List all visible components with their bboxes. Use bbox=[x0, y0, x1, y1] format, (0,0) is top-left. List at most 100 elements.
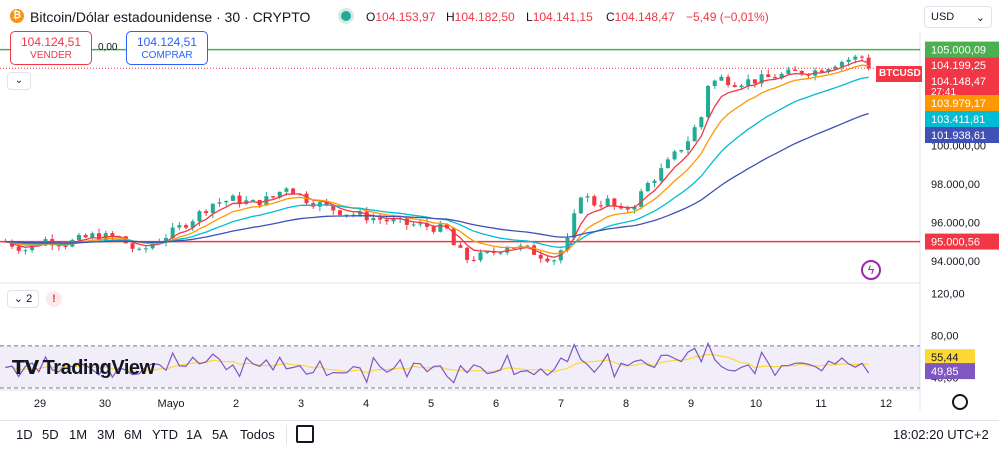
ohlc-high: H104.182,50 bbox=[446, 10, 515, 24]
timeframe-5d[interactable]: 5D bbox=[42, 427, 59, 442]
sell-button[interactable]: 104.124,51 VENDER bbox=[10, 31, 92, 65]
warning-icon[interactable]: ! bbox=[46, 291, 62, 307]
price-axis-tick: 96.000,00 bbox=[931, 217, 980, 229]
rsi-axis-tick: 80,00 bbox=[931, 330, 959, 342]
candle-body bbox=[331, 204, 336, 211]
time-axis-tick: 30 bbox=[99, 398, 111, 410]
indicator-toggle-button[interactable]: ⌄ 2 bbox=[7, 290, 39, 308]
symbol-title[interactable]: Bitcoin/Dólar estadounidense · 30 · CRYP… bbox=[30, 9, 311, 25]
candle-body bbox=[431, 226, 436, 232]
candle-body bbox=[137, 248, 142, 250]
price-axis-tick: 98.000,00 bbox=[931, 179, 980, 191]
clock[interactable]: 18:02:20 UTC+2 bbox=[893, 427, 989, 442]
ohlc-open: O104.153,97 bbox=[366, 10, 436, 24]
candle-body bbox=[56, 245, 61, 247]
candle-body bbox=[585, 196, 590, 198]
price-tag-label: 104.148,47 bbox=[931, 76, 986, 88]
timeframe-1m[interactable]: 1M bbox=[69, 427, 88, 442]
candle-body bbox=[706, 85, 711, 118]
candle-body bbox=[184, 225, 189, 228]
price-tag-label: 103.979,17 bbox=[931, 98, 986, 110]
timeframe-1a[interactable]: 1A bbox=[186, 427, 202, 442]
candle-body bbox=[284, 188, 289, 192]
candle-body bbox=[163, 238, 168, 243]
timeframe-todos[interactable]: Todos bbox=[240, 427, 275, 442]
currency-button[interactable]: USD ⌄ bbox=[924, 6, 992, 28]
candle-body bbox=[598, 205, 603, 207]
currency-label: USD bbox=[931, 11, 955, 23]
buy-button[interactable]: 104.124,51 COMPRAR bbox=[126, 31, 208, 65]
calendar-goto-icon[interactable] bbox=[296, 425, 314, 443]
logo-text: TradingView bbox=[42, 357, 155, 379]
collapse-legend-button[interactable]: ⌄ bbox=[7, 72, 31, 90]
time-axis-tick: 10 bbox=[750, 398, 762, 410]
candle-body bbox=[692, 127, 697, 142]
timeframe-ytd[interactable]: YTD bbox=[152, 427, 178, 442]
candle-body bbox=[97, 233, 102, 241]
flash-icon[interactable]: ϟ bbox=[861, 260, 881, 280]
candle-body bbox=[478, 252, 483, 261]
candle-body bbox=[30, 244, 35, 251]
candle-body bbox=[672, 151, 677, 160]
candle-body bbox=[344, 214, 349, 216]
candle-body bbox=[679, 149, 684, 152]
ohlc-change: −5,49 (−0,01%) bbox=[686, 10, 769, 24]
timeframe-5a[interactable]: 5A bbox=[212, 427, 228, 442]
candle-body bbox=[712, 80, 717, 86]
candle-body bbox=[846, 59, 851, 62]
time-axis-tick: 5 bbox=[428, 398, 434, 410]
spread-value: 0,00 bbox=[98, 42, 118, 53]
candle-body bbox=[371, 217, 376, 221]
timeframe-6m[interactable]: 6M bbox=[124, 427, 143, 442]
candle-body bbox=[786, 69, 791, 74]
tradingview-logo[interactable]: 𝗧𝗩 TradingView bbox=[12, 357, 155, 380]
candle-body bbox=[833, 66, 838, 70]
candle-body bbox=[652, 180, 657, 183]
candle-body bbox=[130, 243, 135, 249]
candle-body bbox=[337, 210, 342, 215]
candle-body bbox=[230, 195, 235, 201]
tv-mark-icon: 𝗧𝗩 bbox=[12, 358, 39, 379]
countdown-label: 27:41 bbox=[931, 87, 956, 98]
bitcoin-logo-icon: ₿ bbox=[10, 9, 24, 23]
price-tag-bg bbox=[925, 111, 999, 127]
candle-body bbox=[170, 227, 175, 239]
candle-body bbox=[793, 69, 798, 71]
timeframe-1d[interactable]: 1D bbox=[16, 427, 33, 442]
candle-body bbox=[685, 141, 690, 150]
candle-body bbox=[799, 70, 804, 75]
candle-body bbox=[197, 211, 202, 222]
price-tag-label: 104.199,25 bbox=[931, 60, 986, 72]
candle-body bbox=[759, 74, 764, 84]
candle-body bbox=[76, 235, 81, 240]
candle-body bbox=[217, 202, 222, 204]
time-axis-tick: 7 bbox=[558, 398, 564, 410]
price-tag-bg bbox=[925, 73, 999, 95]
bottom-toolbar bbox=[0, 420, 999, 454]
candle-body bbox=[177, 225, 182, 228]
candle-body bbox=[411, 224, 416, 226]
time-axis-tick: Mayo bbox=[158, 398, 185, 410]
candle-body bbox=[511, 247, 516, 249]
candle-body bbox=[351, 214, 356, 216]
candle-body bbox=[612, 198, 617, 207]
candle-body bbox=[779, 73, 784, 79]
candle-body bbox=[491, 251, 496, 253]
hline-tag-label: 105.000,09 bbox=[931, 45, 986, 57]
candle-body bbox=[143, 248, 148, 250]
settings-icon[interactable] bbox=[952, 394, 968, 410]
candle-body bbox=[819, 70, 824, 73]
hline-tag-bg bbox=[925, 233, 999, 250]
time-axis-tick: 4 bbox=[363, 398, 369, 410]
candle-body bbox=[465, 247, 470, 260]
candle-body bbox=[525, 245, 530, 247]
ema-slow-line bbox=[5, 76, 869, 248]
candle-body bbox=[592, 196, 597, 206]
chart-header: ₿ Bitcoin/Dólar estadounidense · 30 · CR… bbox=[0, 0, 920, 32]
ohlc-close: C104.148,47 bbox=[606, 10, 675, 24]
timeframe-3m[interactable]: 3M bbox=[97, 427, 116, 442]
sell-label: VENDER bbox=[30, 50, 72, 61]
price-tag-bg bbox=[925, 57, 999, 73]
hline-tag-bg bbox=[925, 41, 999, 58]
